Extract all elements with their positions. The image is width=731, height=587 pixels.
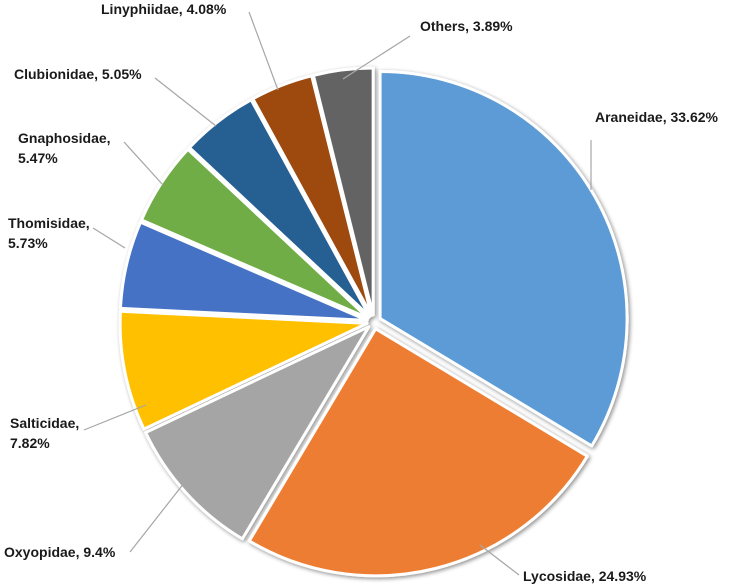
- pie-slice-lycosidae: [247, 327, 589, 578]
- data-label-thomisidae: Thomisidae, 5.73%: [8, 215, 90, 251]
- data-label-linyphiidae: Linyphiidae, 4.08%: [101, 1, 227, 17]
- pie-slice-araneidae: [378, 70, 629, 448]
- leader-line-thomisidae: [92, 227, 126, 249]
- pie-slice-thomisidae: [118, 220, 369, 322]
- pie-slices: [118, 66, 629, 578]
- pie-slice-oxyopidae: [144, 325, 371, 541]
- pie-slice-gnaphosidae: [140, 147, 370, 320]
- data-label-gnaphosidae: Gnaphosidae, 5.47%: [18, 130, 111, 166]
- leader-line-others: [342, 35, 411, 80]
- leader-line-salticidae: [83, 404, 147, 431]
- pie-slice-clubionidae: [187, 98, 372, 318]
- label-leader-lines: [83, 11, 592, 576]
- data-label-oxyopidae: Oxyopidae, 9.4%: [4, 544, 116, 560]
- data-label-others: Others, 3.89%: [420, 18, 513, 34]
- data-label-clubionidae: Clubionidae, 5.05%: [14, 66, 142, 82]
- data-label-lycosidae: Lycosidae, 24.93%: [523, 568, 647, 584]
- pie-slice-others: [311, 66, 375, 317]
- data-label-salticidae: Salticidae, 7.82%: [10, 415, 79, 451]
- leader-line-linyphiidae: [248, 11, 279, 91]
- leader-line-clubionidae: [154, 77, 217, 127]
- leader-line-oxyopidae: [129, 477, 189, 553]
- pie-slice-salticidae: [118, 309, 369, 431]
- leader-line-lycosidae: [479, 544, 520, 576]
- leader-line-gnaphosidae: [123, 141, 164, 186]
- data-label-araneidae: Araneidae, 33.62%: [595, 109, 719, 125]
- pie-slice-linyphiidae: [251, 74, 373, 317]
- pie-data-labels: Araneidae, 33.62% Lycosidae, 24.93% Oxyopi…: [4, 1, 719, 584]
